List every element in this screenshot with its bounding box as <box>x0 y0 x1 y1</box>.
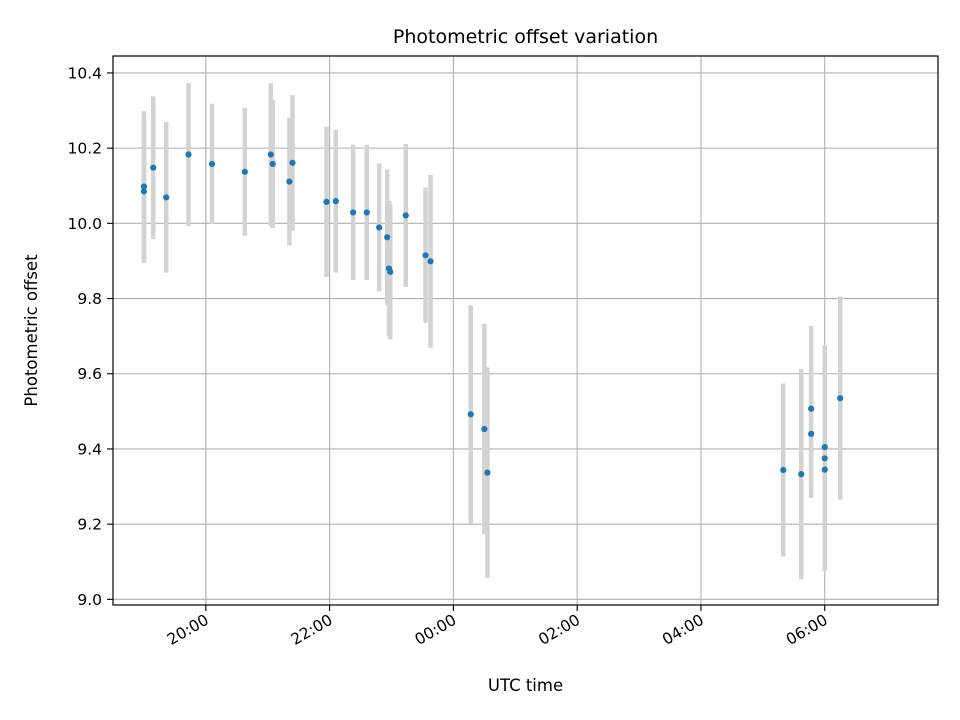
data-point <box>323 198 330 205</box>
y-axis-label: Photometric offset <box>22 254 41 407</box>
data-point <box>163 194 170 201</box>
data-point <box>481 425 488 433</box>
data-point <box>484 469 491 476</box>
data-point <box>208 160 216 168</box>
data-point <box>808 430 815 438</box>
data-point <box>780 466 787 474</box>
data-point <box>467 411 474 418</box>
data-point <box>821 443 828 451</box>
data-point <box>267 151 274 158</box>
error-bars <box>141 83 843 580</box>
data-point <box>185 151 192 158</box>
x-axis-ticks: 20:00 22:00 00:00 02:00 04:00 06:00 <box>164 605 831 649</box>
y-axis-ticks: 9.0 9.2 9.4 9.6 9.8 10.0 10.2 10.4 <box>67 64 113 609</box>
data-point <box>286 178 293 185</box>
data-point <box>384 234 391 241</box>
grid <box>113 56 938 605</box>
data-point <box>427 258 434 265</box>
x-tick-label: 04:00 <box>659 611 707 649</box>
y-tick-label: 10.4 <box>67 64 102 82</box>
y-tick-label: 10.0 <box>67 215 102 233</box>
y-tick-label: 9.4 <box>77 440 102 458</box>
data-point <box>402 212 409 219</box>
data-points <box>140 151 844 478</box>
data-point <box>821 466 828 473</box>
data-point <box>289 159 296 166</box>
y-tick-label: 10.2 <box>67 140 102 158</box>
x-axis-label: UTC time <box>488 676 563 695</box>
x-tick-label: 22:00 <box>288 611 336 649</box>
data-point <box>376 224 383 231</box>
data-point <box>387 268 394 275</box>
x-tick-label: 06:00 <box>783 611 831 649</box>
chart-title: Photometric offset variation <box>393 26 658 48</box>
y-tick-label: 9.8 <box>77 290 102 308</box>
data-point <box>363 209 370 216</box>
data-point <box>140 188 148 195</box>
data-point <box>350 209 357 216</box>
data-point <box>837 395 844 402</box>
data-point <box>150 164 157 171</box>
y-tick-label: 9.0 <box>77 591 102 609</box>
x-tick-label: 20:00 <box>164 611 212 649</box>
data-point <box>821 455 828 462</box>
y-tick-label: 9.2 <box>77 516 102 534</box>
plot-frame <box>112 55 939 606</box>
data-point <box>140 183 148 190</box>
data-point <box>422 252 429 259</box>
x-tick-label: 00:00 <box>412 611 460 649</box>
data-point <box>808 405 815 412</box>
data-point <box>798 471 805 478</box>
x-tick-label: 02:00 <box>535 611 583 649</box>
data-point <box>269 160 276 168</box>
data-point <box>241 168 248 175</box>
data-point <box>332 198 339 205</box>
y-tick-label: 9.6 <box>77 365 102 383</box>
